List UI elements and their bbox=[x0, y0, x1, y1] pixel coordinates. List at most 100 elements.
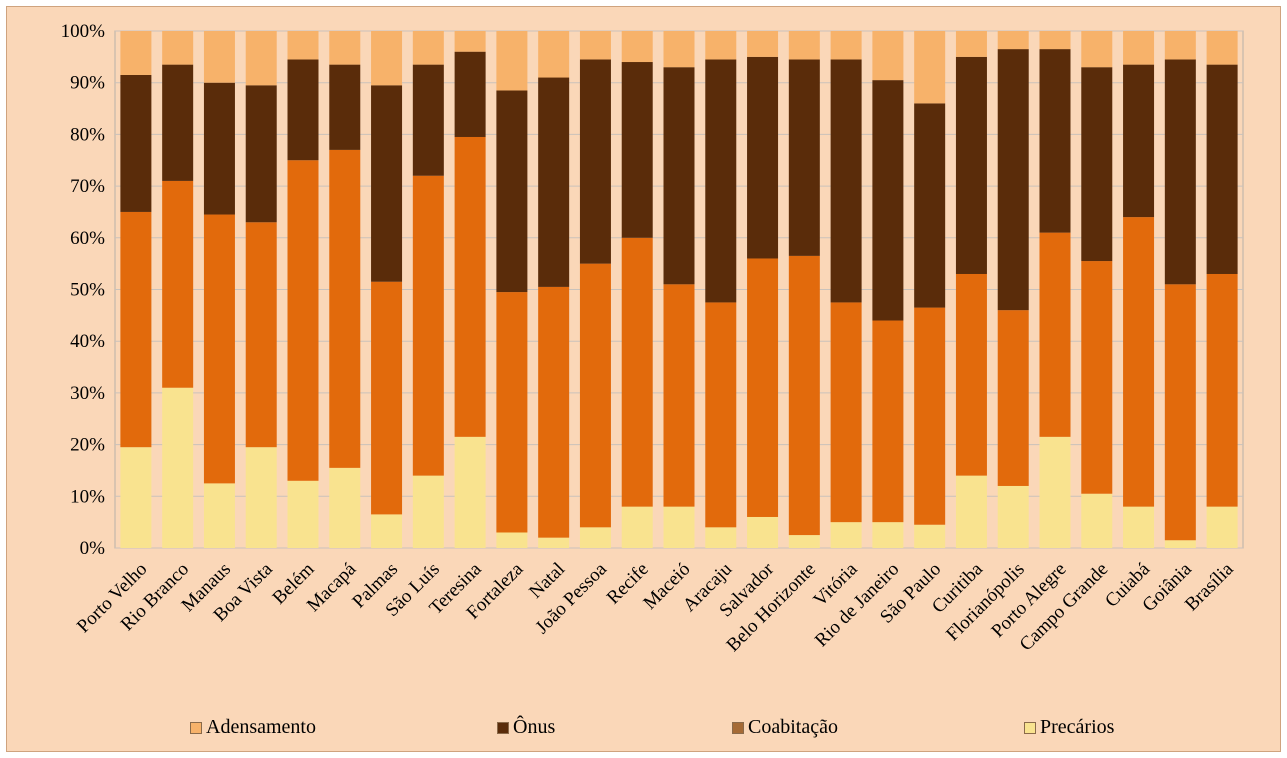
bar-segment-coabitação bbox=[329, 149, 361, 468]
bar-segment-coabitação bbox=[872, 320, 904, 523]
bar-segment-adensamento bbox=[579, 31, 611, 60]
bar-segment-ônus bbox=[955, 56, 987, 274]
bar-segment-adensamento bbox=[329, 31, 361, 65]
bar-segment-adensamento bbox=[1164, 31, 1196, 60]
bar-segment-ônus bbox=[371, 85, 403, 282]
bar-segment-ônus bbox=[830, 59, 862, 303]
bar-segment-ônus bbox=[997, 49, 1029, 311]
bar-segment-coabitação bbox=[621, 237, 653, 507]
bar-segment-precários bbox=[830, 522, 862, 548]
legend-swatch-precarios bbox=[1024, 721, 1036, 734]
bar-segment-adensamento bbox=[621, 31, 653, 63]
bar-segment-precários bbox=[914, 524, 946, 548]
y-tick-label: 10% bbox=[70, 486, 105, 507]
bar-segment-coabitação bbox=[454, 136, 486, 437]
bar-segment-precários bbox=[955, 475, 987, 548]
bar-segment-precários bbox=[329, 467, 361, 548]
bar-segment-coabitação bbox=[1081, 261, 1113, 494]
bar-segment-ônus bbox=[245, 85, 277, 223]
bars bbox=[120, 31, 1238, 548]
bar-segment-coabitação bbox=[162, 180, 194, 388]
bar-segment-adensamento bbox=[705, 31, 737, 60]
bar-segment-coabitação bbox=[1039, 232, 1071, 437]
legend-label-adensamento: Adensamento bbox=[206, 716, 316, 738]
x-tick-label: Brasília bbox=[1181, 558, 1238, 615]
y-tick-label: 70% bbox=[70, 176, 105, 197]
bar-segment-adensamento bbox=[412, 31, 444, 65]
bar-segment-coabitação bbox=[955, 273, 987, 476]
bar-segment-adensamento bbox=[663, 31, 695, 68]
bar-segment-adensamento bbox=[747, 31, 779, 57]
bar-segment-coabitação bbox=[579, 263, 611, 528]
bar-segment-ônus bbox=[496, 90, 528, 293]
bar-segment-ônus bbox=[621, 62, 653, 238]
bar-segment-ônus bbox=[203, 82, 235, 215]
bar-segment-adensamento bbox=[1081, 31, 1113, 68]
bar-segment-adensamento bbox=[788, 31, 820, 60]
y-tick-label: 100% bbox=[61, 21, 106, 42]
bar-segment-precários bbox=[1164, 540, 1196, 548]
bar-segment-precários bbox=[747, 516, 779, 548]
bar-segment-adensamento bbox=[538, 31, 570, 78]
bar-segment-adensamento bbox=[245, 31, 277, 86]
bar-segment-coabitação bbox=[412, 175, 444, 476]
stacked-bar-chart: 0% 10% 20% 30% 40% 50% 60% 70% 80% 90% 100% Porto … bbox=[61, 21, 1244, 656]
legend: Adensamento Ônus Coabitação Precários bbox=[0, 706, 1287, 746]
bar-segment-precários bbox=[1206, 506, 1238, 548]
bar-segment-adensamento bbox=[120, 31, 152, 75]
bar-segment-ônus bbox=[454, 51, 486, 137]
legend-label-precarios: Precários bbox=[1040, 716, 1115, 738]
bar-segment-adensamento bbox=[872, 31, 904, 81]
bar-segment-precários bbox=[872, 522, 904, 548]
bar-segment-precários bbox=[496, 532, 528, 548]
bar-segment-ônus bbox=[579, 59, 611, 264]
bar-segment-precários bbox=[621, 506, 653, 548]
bar-segment-coabitação bbox=[203, 214, 235, 484]
legend-swatch-onus bbox=[497, 721, 509, 734]
bar-segment-coabitação bbox=[747, 258, 779, 517]
bar-segment-coabitação bbox=[705, 302, 737, 528]
bar-segment-precários bbox=[287, 480, 319, 548]
y-tick-label: 60% bbox=[70, 228, 105, 249]
bar-segment-coabitação bbox=[1206, 273, 1238, 507]
legend-item-coabitacao: Coabitação bbox=[732, 716, 838, 739]
bar-segment-ônus bbox=[329, 64, 361, 150]
bar-segment-precários bbox=[997, 485, 1029, 548]
bar-segment-precários bbox=[454, 436, 486, 548]
bar-segment-ônus bbox=[872, 80, 904, 321]
bar-segment-coabitação bbox=[788, 255, 820, 536]
bar-segment-precários bbox=[245, 447, 277, 548]
bar-segment-ônus bbox=[287, 59, 319, 161]
y-tick-label: 30% bbox=[70, 383, 105, 404]
bar-segment-precários bbox=[663, 506, 695, 548]
bar-segment-adensamento bbox=[454, 31, 486, 52]
bar-segment-adensamento bbox=[203, 31, 235, 83]
bar-segment-coabitação bbox=[496, 292, 528, 533]
bar-segment-coabitação bbox=[371, 281, 403, 515]
bar-segment-coabitação bbox=[120, 211, 152, 448]
bar-segment-adensamento bbox=[997, 31, 1029, 50]
bar-segment-ônus bbox=[412, 64, 444, 176]
bar-segment-precários bbox=[788, 535, 820, 548]
bar-segment-ônus bbox=[705, 59, 737, 303]
bar-segment-coabitação bbox=[663, 284, 695, 507]
legend-label-coabitacao: Coabitação bbox=[748, 716, 838, 738]
bar-segment-coabitação bbox=[245, 222, 277, 448]
bar-segment-precários bbox=[371, 514, 403, 548]
legend-swatch-coabitacao bbox=[732, 721, 744, 734]
bar-segment-adensamento bbox=[830, 31, 862, 60]
y-tick-label: 0% bbox=[80, 538, 106, 559]
bar-segment-adensamento bbox=[914, 31, 946, 104]
bar-segment-ônus bbox=[162, 64, 194, 181]
legend-item-adensamento: Adensamento bbox=[190, 716, 316, 739]
bar-segment-adensamento bbox=[371, 31, 403, 86]
bar-segment-ônus bbox=[1039, 49, 1071, 233]
bar-segment-ônus bbox=[663, 67, 695, 285]
bar-segment-ônus bbox=[1081, 67, 1113, 262]
bar-segment-coabitação bbox=[538, 286, 570, 538]
bar-segment-precários bbox=[412, 475, 444, 548]
bar-segment-coabitação bbox=[1123, 217, 1155, 507]
bar-segment-ônus bbox=[788, 59, 820, 256]
legend-label-onus: Ônus bbox=[513, 716, 556, 738]
bar-segment-adensamento bbox=[162, 31, 194, 65]
